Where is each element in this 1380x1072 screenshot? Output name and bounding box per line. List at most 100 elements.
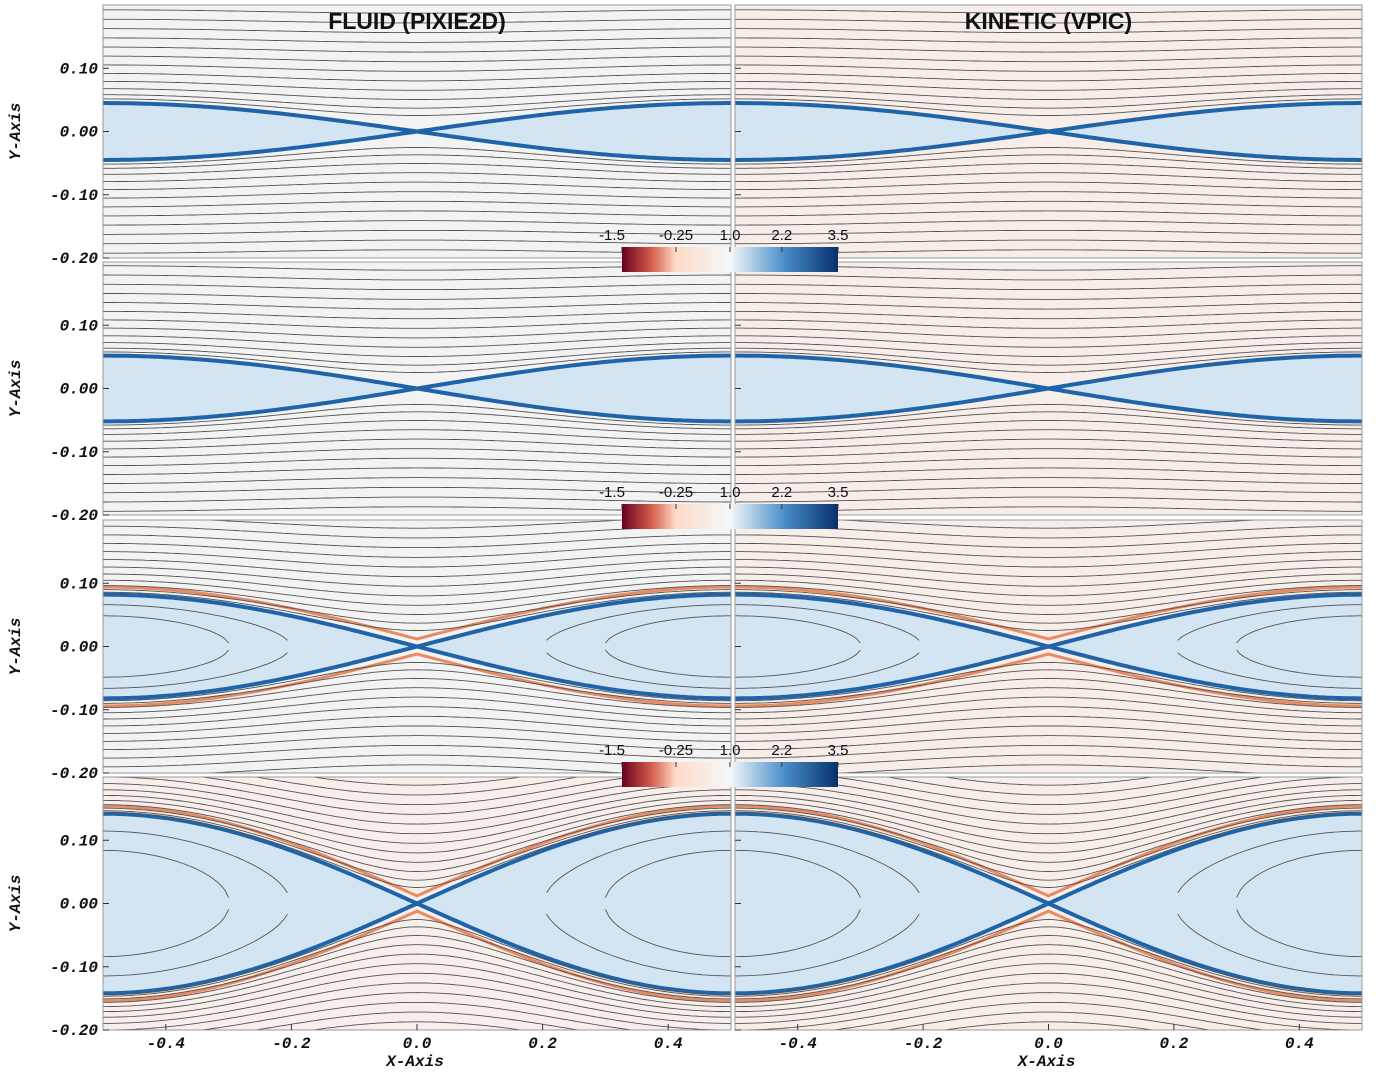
x-tick-label: 0.4 [1285, 1035, 1314, 1053]
field-line [103, 783, 731, 825]
field-line [103, 789, 731, 835]
x-tick-label: -0.2 [272, 1035, 311, 1053]
field-line [735, 457, 1362, 467]
field-line [199, 764, 635, 773]
field-line [735, 849, 1362, 898]
panel-body [735, 520, 1362, 773]
x-tick-label: -0.2 [904, 1035, 943, 1053]
colorbar-tick-label: 1.0 [720, 742, 741, 759]
field-line [735, 913, 1362, 977]
field-line [735, 319, 1362, 329]
field-line [735, 662, 1362, 702]
x-axis-label: X-Axis [1017, 1053, 1076, 1071]
field-line [735, 506, 1362, 512]
field-line [103, 604, 731, 641]
field-line [735, 566, 1362, 587]
field-line [735, 735, 1362, 751]
field-line [103, 496, 731, 503]
field-line [735, 477, 1362, 484]
field-line [735, 420, 1362, 435]
separatrix [103, 129, 731, 162]
separatrix [103, 901, 731, 996]
field-line [103, 457, 731, 467]
field-line [735, 696, 1362, 720]
field-line [103, 919, 731, 996]
field-line [103, 687, 731, 714]
field-line [103, 210, 731, 217]
field-line [103, 467, 731, 475]
field-line [735, 404, 1362, 426]
field-line [103, 0, 731, 3]
panel [102, 261, 732, 516]
field-line [103, 830, 731, 894]
field-line [103, 566, 731, 587]
field-line [735, 542, 1362, 558]
field-line [309, 777, 525, 786]
field-line [103, 351, 731, 373]
x-tick-label: -0.4 [147, 1035, 186, 1053]
field-line [735, 496, 1362, 503]
field-line [103, 411, 731, 430]
panel-body [103, 520, 731, 773]
field-line [735, 94, 1362, 109]
field-line [103, 438, 731, 450]
field-line [103, 229, 731, 235]
field-line [103, 310, 731, 320]
field-line [735, 725, 1362, 742]
field-line [735, 669, 1362, 704]
y-tick-label: 0.00 [60, 124, 99, 142]
field-line [735, 163, 1362, 175]
field-line [103, 429, 731, 442]
panel [102, 0, 732, 259]
field-line [735, 972, 1362, 1018]
field-line [103, 799, 731, 854]
panel-body [103, 0, 731, 258]
colorbar-tick-label: 1.0 [720, 227, 741, 244]
field-line [735, 744, 1362, 759]
colorbar-tick-label: 3.5 [828, 742, 849, 759]
field-line [103, 944, 731, 1003]
field-line [735, 649, 1362, 678]
field-line [735, 172, 1362, 183]
y-tick-label: -0.10 [50, 702, 98, 720]
field-line [103, 804, 731, 863]
panel [734, 776, 1363, 1031]
field-line [103, 735, 731, 751]
field-line [103, 274, 731, 281]
field-line [199, 1001, 635, 1030]
field-line [884, 777, 1213, 796]
field-line [735, 687, 1362, 714]
field-line [735, 438, 1362, 450]
field-line [735, 448, 1362, 458]
y-tick-label: 0.00 [60, 896, 99, 914]
field-line [830, 1001, 1266, 1030]
field-line [735, 794, 1362, 844]
field-line [735, 652, 1362, 689]
y-tick-label: -0.10 [50, 444, 98, 462]
field-line [830, 764, 1266, 773]
field-line [735, 274, 1362, 281]
field-line [735, 909, 1362, 958]
field-line [735, 28, 1362, 34]
y-axis-label: Y-Axis [7, 875, 25, 933]
field-line [103, 486, 731, 494]
field-line [103, 678, 731, 708]
field-line [103, 64, 731, 72]
field-line [735, 342, 1362, 357]
x-tick-label: 0.0 [403, 1035, 432, 1053]
field-line [735, 953, 1362, 1008]
field-line [941, 1021, 1156, 1030]
colorbar-tick-label: 2.2 [771, 227, 792, 244]
field-line [735, 351, 1362, 373]
field-line [830, 777, 1266, 806]
field-line [103, 807, 731, 872]
field-line [103, 283, 731, 291]
field-line [735, 811, 1362, 888]
field-line [735, 579, 1362, 606]
panel-body [103, 777, 731, 1030]
field-line [103, 98, 731, 116]
field-line [735, 486, 1362, 494]
y-axis-label: Y-Axis [7, 618, 25, 676]
colorbar-tick-label: 3.5 [828, 484, 849, 501]
